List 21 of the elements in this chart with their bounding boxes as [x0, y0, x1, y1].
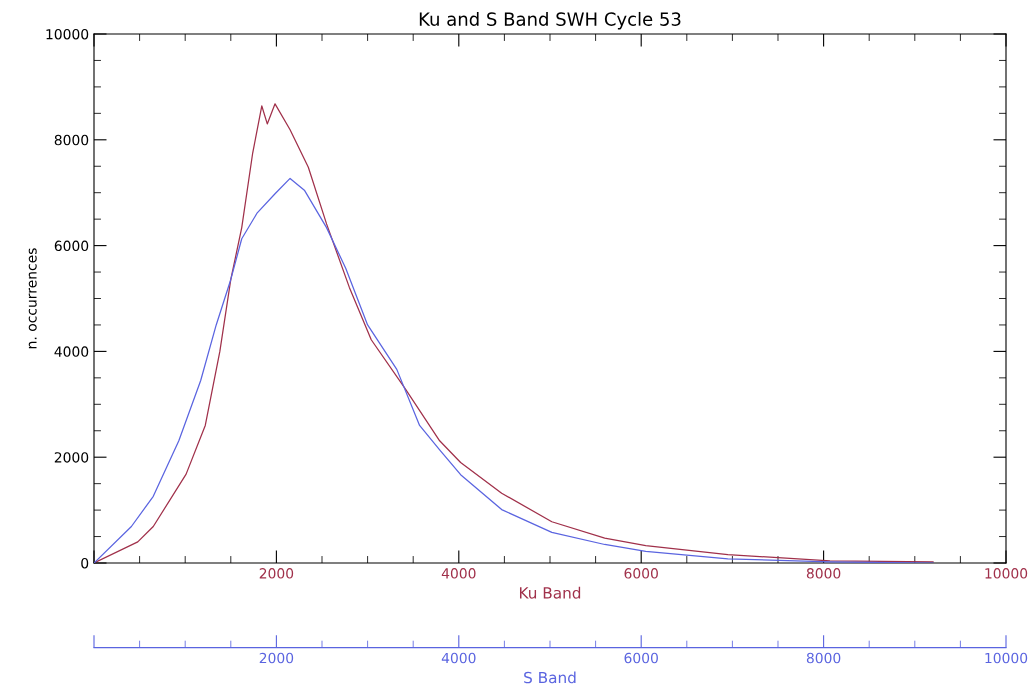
x-tick-label: 8000	[806, 568, 841, 579]
y-tick-label: 6000	[54, 240, 89, 252]
x2-tick-label: 6000	[624, 652, 658, 664]
x2-axis-title: S Band	[524, 671, 576, 684]
x-tick-label: 10000	[985, 568, 1028, 579]
x-axis-title: Ku Band	[519, 586, 581, 599]
x2-tick-label: 4000	[441, 652, 476, 664]
line-series	[94, 103, 934, 563]
x2-tick-label: 10000	[985, 652, 1028, 664]
y-tick-label: 8000	[54, 134, 89, 146]
x-tick-label: 2000	[259, 568, 294, 579]
x2-tick-label: 8000	[806, 652, 841, 664]
chart-title: Ku and S Band SWH Cycle 53	[419, 11, 681, 30]
y-tick-label: 10000	[46, 28, 89, 40]
x2-tick-label: 2000	[259, 652, 294, 664]
x-tick-label: 4000	[441, 568, 476, 579]
y-tick-label: 0	[81, 557, 89, 569]
y-tick-label: 4000	[54, 346, 89, 357]
x-tick-label: 6000	[624, 568, 658, 579]
y-tick-label: 2000	[54, 452, 89, 463]
y-axis-title: n. occurrences	[28, 248, 37, 349]
